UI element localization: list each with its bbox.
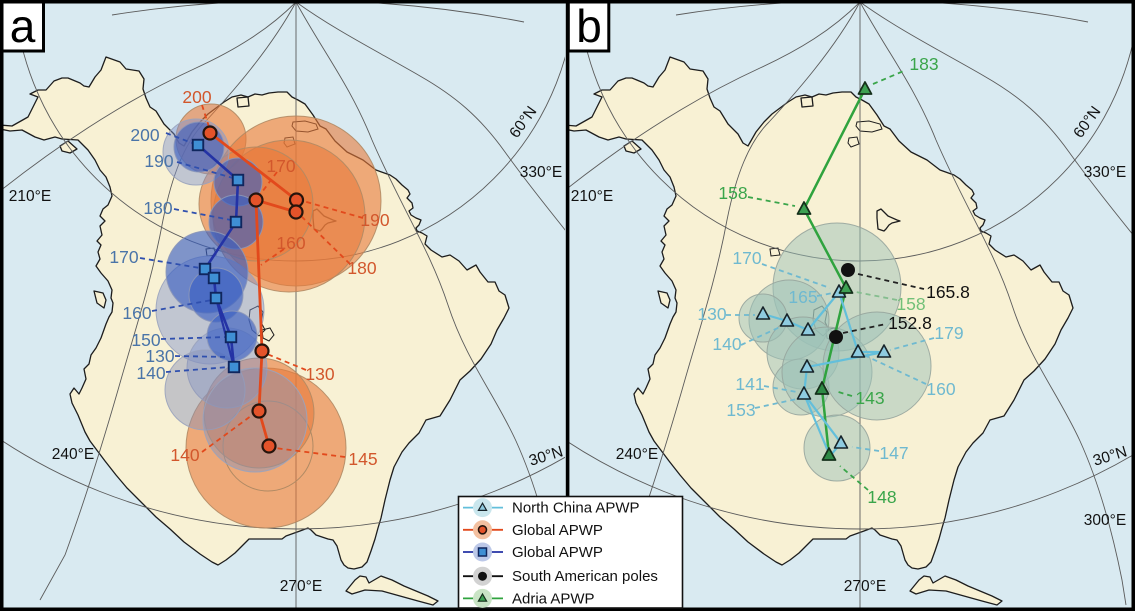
svg-text:140: 140 (136, 363, 165, 383)
svg-text:330°E: 330°E (1084, 164, 1126, 181)
svg-text:143: 143 (855, 388, 884, 408)
svg-text:170: 170 (109, 247, 138, 267)
svg-text:210°E: 210°E (9, 188, 51, 205)
svg-text:145: 145 (348, 449, 377, 469)
svg-text:200: 200 (182, 87, 211, 107)
svg-text:240°E: 240°E (52, 446, 94, 463)
svg-text:200: 200 (130, 125, 159, 145)
svg-text:180: 180 (347, 258, 376, 278)
svg-text:165.8: 165.8 (926, 282, 970, 302)
svg-text:150: 150 (131, 330, 160, 350)
svg-text:165: 165 (788, 287, 817, 307)
svg-text:170: 170 (732, 248, 761, 268)
svg-text:153: 153 (726, 400, 755, 420)
svg-text:180: 180 (143, 198, 172, 218)
svg-text:140: 140 (712, 334, 741, 354)
svg-text:140: 140 (170, 445, 199, 465)
svg-text:183: 183 (909, 54, 938, 74)
svg-text:330°E: 330°E (520, 164, 562, 181)
svg-text:190: 190 (144, 151, 173, 171)
svg-text:141: 141 (735, 374, 764, 394)
svg-text:Adria APWP: Adria APWP (512, 590, 595, 607)
svg-text:270°E: 270°E (844, 578, 886, 595)
svg-text:North China APWP: North China APWP (512, 500, 640, 517)
svg-text:b: b (576, 0, 602, 52)
svg-text:130: 130 (697, 304, 726, 324)
svg-text:179: 179 (934, 323, 963, 343)
svg-text:300°E: 300°E (1084, 512, 1126, 529)
svg-text:158: 158 (896, 294, 925, 314)
svg-text:210°E: 210°E (571, 188, 613, 205)
svg-text:South American poles: South American poles (512, 568, 658, 585)
svg-text:240°E: 240°E (616, 446, 658, 463)
svg-text:160: 160 (926, 379, 955, 399)
svg-text:148: 148 (867, 487, 896, 507)
svg-text:147: 147 (879, 443, 908, 463)
svg-text:130: 130 (305, 364, 334, 384)
svg-text:270°E: 270°E (280, 578, 322, 595)
svg-text:130: 130 (145, 346, 174, 366)
svg-text:Global APWP: Global APWP (512, 544, 603, 561)
svg-text:190: 190 (360, 210, 389, 230)
svg-text:158: 158 (718, 183, 747, 203)
svg-text:Global APWP: Global APWP (512, 522, 603, 539)
svg-text:170: 170 (266, 156, 295, 176)
svg-text:160: 160 (122, 303, 151, 323)
svg-text:a: a (10, 0, 36, 52)
svg-text:160: 160 (276, 233, 305, 253)
svg-text:152.8: 152.8 (888, 313, 932, 333)
